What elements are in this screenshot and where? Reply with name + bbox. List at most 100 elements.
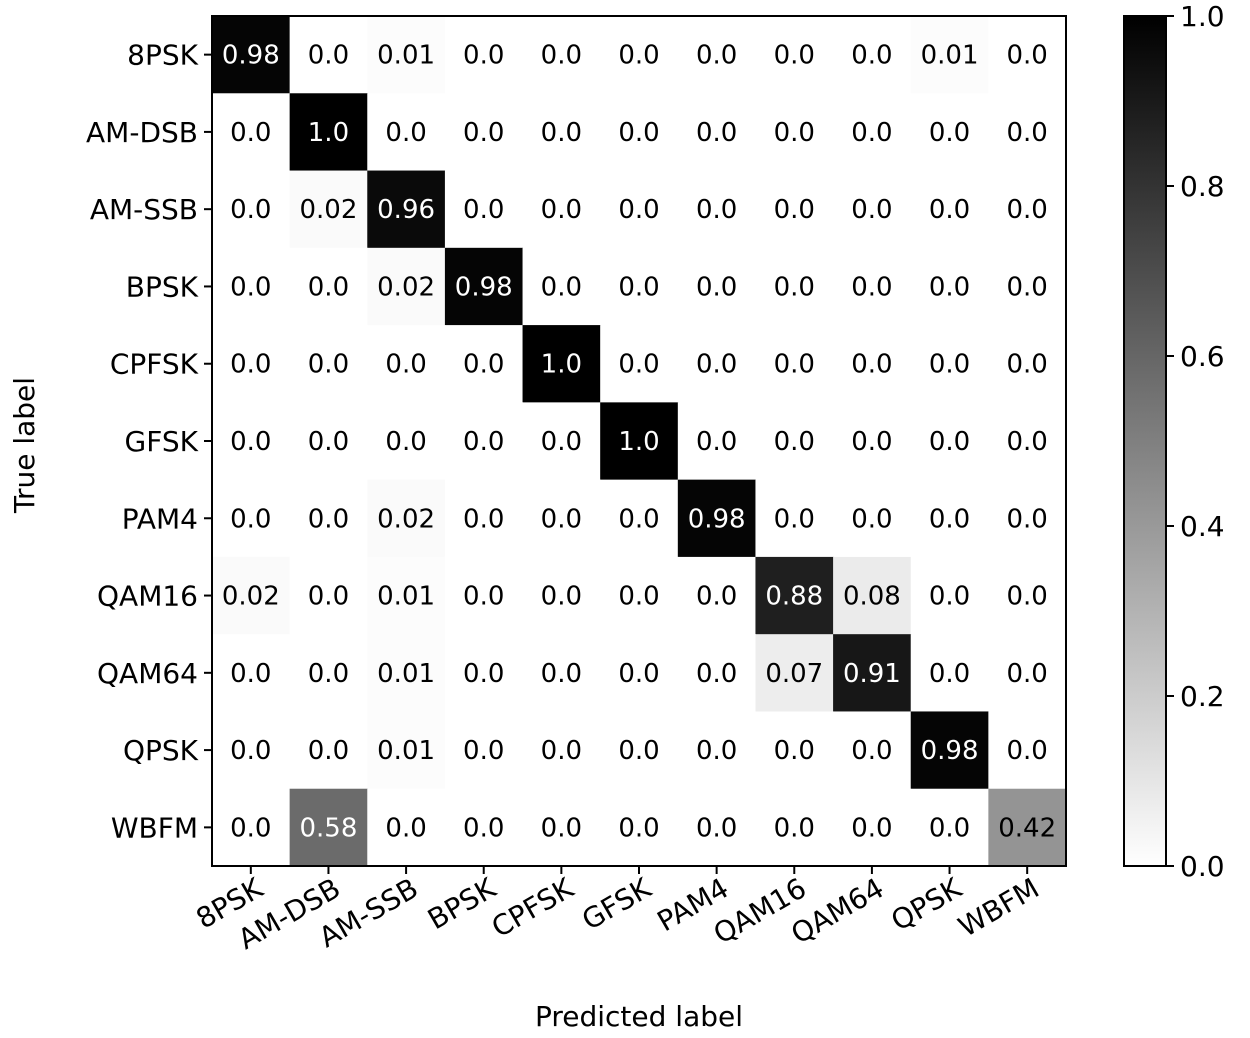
cell-value-label: 0.0 (929, 195, 970, 225)
heatmap-cell (600, 634, 679, 712)
cell-value-label: 0.0 (385, 350, 426, 380)
x-tick-label: WBFM (953, 871, 1045, 943)
cell-value-label: 0.0 (618, 350, 659, 380)
cell-value-label: 0.0 (230, 504, 271, 534)
heatmap-cell (367, 16, 446, 94)
heatmap-cell (212, 634, 291, 712)
cell-value-label: 0.08 (843, 582, 901, 612)
heatmap-cell (755, 170, 834, 249)
cell-value-label: 0.98 (688, 504, 746, 534)
cell-value-label: 0.07 (765, 659, 823, 689)
y-axis: 8PSK AM-DSB AM-SSB BPSK CPFSK GFSK PAM4 QAM16 QA… (86, 39, 212, 844)
cell-value-label: 0.0 (618, 272, 659, 302)
heatmap-cell (600, 247, 679, 326)
cell-value-label: 0.02 (222, 582, 280, 612)
heatmap-cell (600, 556, 679, 635)
heatmap-cell (988, 16, 1067, 94)
cell-value-label: 0.02 (377, 272, 435, 302)
cell-value-label: 0.0 (774, 504, 815, 534)
cell-value-label: 0.0 (851, 41, 892, 71)
heatmap-cell (677, 247, 756, 326)
cell-value-label: 0.0 (696, 195, 737, 225)
cell-value-label: 0.0 (385, 813, 426, 843)
cell-value-label: 0.0 (463, 41, 504, 71)
heatmap-cell (289, 402, 368, 481)
y-tick-label: QPSK (123, 734, 199, 767)
heatmap-cell (212, 170, 291, 249)
y-tick-label: CPFSK (110, 348, 199, 381)
cell-value-label: 0.0 (1007, 195, 1048, 225)
heatmap-cell (367, 402, 446, 481)
cell-value-label: 0.0 (463, 582, 504, 612)
cell-value-label: 0.0 (463, 427, 504, 457)
heatmap-cell (522, 788, 601, 867)
cell-value-label: 0.0 (230, 350, 271, 380)
heatmap-cell (444, 16, 524, 94)
cell-value-labels: 0.98 0.0 0.01 0.0 0.0 0.0 0.0 0.0 0.0 0.01 0.00.0 1… (222, 41, 1056, 844)
heatmap-cell (289, 325, 368, 403)
heatmap-cell (910, 634, 989, 712)
heatmap-cell (444, 325, 524, 403)
cell-value-label: 0.0 (618, 582, 659, 612)
heatmap-cell (600, 479, 679, 558)
cell-value-label: 0.0 (463, 118, 504, 148)
heatmap-cell (677, 325, 756, 403)
cell-value-label: 0.02 (300, 195, 358, 225)
cell-value-label: 0.0 (929, 427, 970, 457)
cell-value-label: 0.58 (300, 813, 358, 843)
heatmap-cell (289, 556, 368, 635)
cell-value-label: 0.0 (1007, 582, 1048, 612)
cell-value-label: 0.0 (230, 195, 271, 225)
y-tick-label: QAM64 (97, 657, 198, 690)
cell-value-label: 0.0 (1007, 118, 1048, 148)
cell-value-label: 0.0 (929, 350, 970, 380)
heatmap-cell (988, 325, 1067, 403)
cell-value-label: 0.0 (774, 195, 815, 225)
heatmap-cell (600, 325, 679, 403)
heatmap-cell (988, 556, 1067, 635)
heatmap-cell (910, 170, 989, 249)
heatmap-cell (444, 556, 524, 635)
cell-value-label: 0.0 (851, 350, 892, 380)
heatmap-cell (910, 93, 989, 172)
heatmap-cell (444, 634, 524, 712)
cell-value-label: 0.0 (541, 272, 582, 302)
heatmap-cell (444, 247, 524, 326)
y-axis-label: True label (8, 377, 41, 514)
heatmap-cell (677, 556, 756, 635)
cell-value-label: 0.0 (851, 118, 892, 148)
heatmap-cell (212, 711, 291, 790)
cell-value-label: 0.01 (377, 659, 435, 689)
colorbar-ticks: 0.0 0.2 0.4 0.6 0.8 1.0 (1166, 0, 1225, 883)
cell-value-label: 0.0 (230, 736, 271, 766)
cell-value-label: 0.0 (541, 582, 582, 612)
heatmap-cell (522, 556, 601, 635)
cell-value-label: 1.0 (541, 350, 582, 380)
cell-value-label: 0.0 (1007, 659, 1048, 689)
heatmap-cell (755, 788, 834, 867)
cell-value-label: 0.0 (541, 813, 582, 843)
heatmap-cell (677, 711, 756, 790)
y-tick-label: GFSK (125, 425, 199, 458)
cell-value-label: 0.96 (377, 195, 435, 225)
colorbar-tick-label: 0.4 (1180, 510, 1225, 543)
cell-value-label: 0.0 (851, 272, 892, 302)
heatmap-cell (444, 170, 524, 249)
cell-value-label: 0.0 (541, 736, 582, 766)
cell-value-label: 0.0 (541, 118, 582, 148)
cell-value-label: 0.01 (377, 41, 435, 71)
cell-value-label: 0.0 (929, 504, 970, 534)
heatmap-cell (988, 711, 1067, 790)
cell-value-label: 0.01 (377, 736, 435, 766)
cell-value-label: 0.0 (463, 659, 504, 689)
heatmap-cell (289, 93, 368, 172)
heatmap-cell (367, 247, 446, 326)
cell-value-label: 0.0 (308, 504, 349, 534)
y-tick-label: AM-DSB (86, 116, 198, 149)
heatmap-cell (910, 556, 989, 635)
y-tick-label: QAM16 (97, 580, 198, 613)
cell-value-label: 0.0 (774, 272, 815, 302)
heatmap-cell (833, 170, 912, 249)
